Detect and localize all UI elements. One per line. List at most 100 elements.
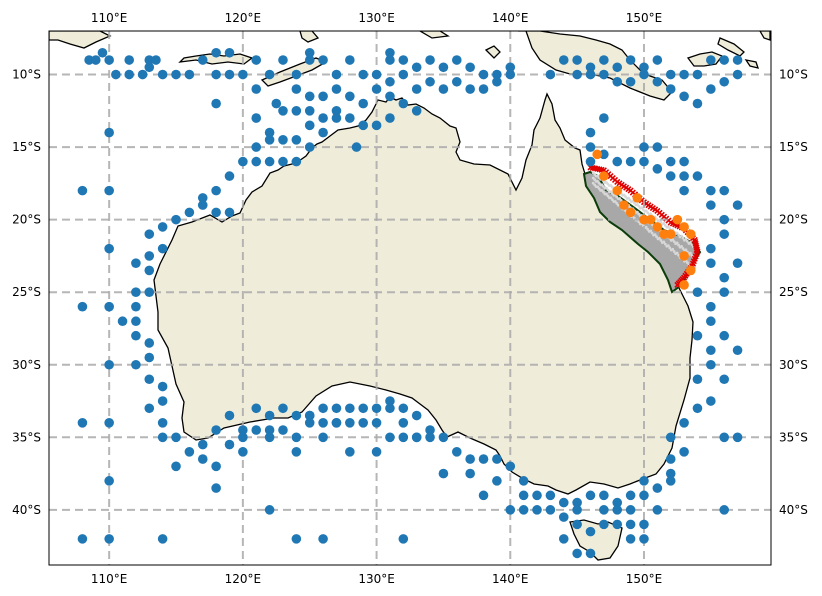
ocean-point	[331, 106, 342, 116]
ocean-point	[251, 425, 262, 435]
highlight-point	[672, 214, 683, 225]
ocean-point	[558, 55, 569, 65]
ocean-point	[706, 243, 716, 254]
ocean-point	[665, 454, 676, 464]
reef-inner-point	[684, 248, 688, 252]
ocean-point	[719, 272, 730, 283]
ocean-point	[144, 338, 155, 348]
lat-tick-label-left: 40°S	[12, 503, 41, 517]
ocean-point	[572, 519, 582, 530]
ocean-point	[104, 476, 114, 486]
ocean-point	[652, 164, 663, 174]
ocean-point	[77, 301, 88, 312]
sulawesi-island	[299, 31, 320, 43]
ocean-point	[104, 301, 114, 312]
lat-tick-label-right: 15°S	[779, 140, 808, 154]
reef-inner-point	[658, 236, 661, 240]
lon-tick-label-top: 150°E	[626, 11, 663, 25]
ocean-point	[585, 526, 596, 537]
ocean-point	[572, 505, 582, 515]
ocean-point	[345, 91, 355, 102]
ocean-point	[157, 243, 168, 254]
ocean-point	[385, 403, 395, 414]
ocean-point	[144, 62, 155, 73]
ocean-point	[137, 69, 148, 80]
ocean-point	[652, 55, 663, 65]
ocean-point	[304, 55, 315, 65]
ocean-point	[639, 156, 649, 167]
ocean-point	[625, 156, 636, 167]
ocean-point	[665, 156, 676, 167]
ocean-point	[151, 55, 161, 65]
ocean-point	[318, 403, 328, 414]
highlight-point	[685, 229, 696, 239]
ocean-point	[652, 142, 663, 152]
ocean-point	[679, 417, 689, 428]
ocean-point	[211, 47, 221, 58]
ocean-point	[157, 534, 168, 544]
ocean-point	[492, 476, 502, 486]
ocean-point	[358, 120, 369, 131]
ocean-point	[77, 534, 88, 544]
ocean-point	[144, 265, 155, 276]
reef-inner-point	[675, 251, 679, 255]
lat-tick-label-left: 15°S	[12, 140, 41, 154]
ocean-point	[518, 505, 529, 515]
ocean-point	[224, 47, 235, 58]
ocean-point	[197, 454, 208, 464]
ocean-point	[224, 207, 235, 218]
ocean-point	[505, 461, 516, 472]
ocean-point	[692, 287, 703, 297]
ocean-point	[599, 55, 609, 65]
ocean-point	[398, 55, 409, 65]
reef-inner-point	[655, 217, 658, 221]
ocean-point	[291, 432, 302, 443]
ocean-point	[131, 359, 141, 370]
ocean-point	[492, 454, 502, 464]
lat-tick-label-left: 25°S	[12, 285, 41, 299]
reef-inner-point	[663, 242, 667, 246]
ocean-point	[692, 98, 703, 109]
ocean-point	[732, 200, 743, 210]
ocean-point	[331, 69, 342, 80]
reef-inner-point	[644, 209, 648, 213]
ocean-point	[211, 483, 221, 493]
reef-inner-point	[659, 220, 663, 224]
ocean-point	[291, 447, 302, 457]
ocean-point	[171, 214, 181, 225]
ocean-point	[706, 258, 716, 268]
ocean-point	[706, 185, 716, 196]
ocean-point	[572, 548, 582, 559]
ocean-point	[171, 69, 181, 80]
ocean-point	[639, 519, 649, 530]
ocean-point	[532, 505, 542, 515]
reef-inner-point	[672, 240, 676, 244]
ocean-point	[385, 91, 395, 102]
ocean-point	[318, 417, 328, 428]
ocean-point	[625, 76, 636, 87]
ocean-point	[558, 534, 569, 544]
ocean-point	[599, 490, 609, 501]
ocean-point	[706, 301, 716, 312]
ocean-point	[719, 55, 730, 65]
ocean-point	[585, 69, 596, 80]
ocean-point	[425, 55, 435, 65]
ocean-point	[304, 91, 315, 102]
ocean-point	[264, 127, 275, 138]
ocean-point	[304, 417, 315, 428]
ocean-point	[411, 62, 422, 73]
reef-inner-point	[655, 235, 658, 239]
lon-tick-label-top: 110°E	[91, 11, 128, 25]
ocean-point	[318, 432, 328, 443]
reef-inner-point	[663, 223, 667, 227]
ocean-point	[157, 222, 168, 232]
highlight-point	[679, 222, 689, 232]
ocean-point	[318, 113, 328, 123]
lat-tick-label-left: 10°S	[12, 68, 41, 82]
lat-tick-label-right: 30°S	[779, 358, 808, 372]
ocean-point	[124, 55, 135, 65]
lat-tick-label-left: 30°S	[12, 358, 41, 372]
reef-inner-point	[668, 227, 672, 230]
ocean-point	[251, 142, 262, 152]
ocean-point	[371, 120, 382, 131]
